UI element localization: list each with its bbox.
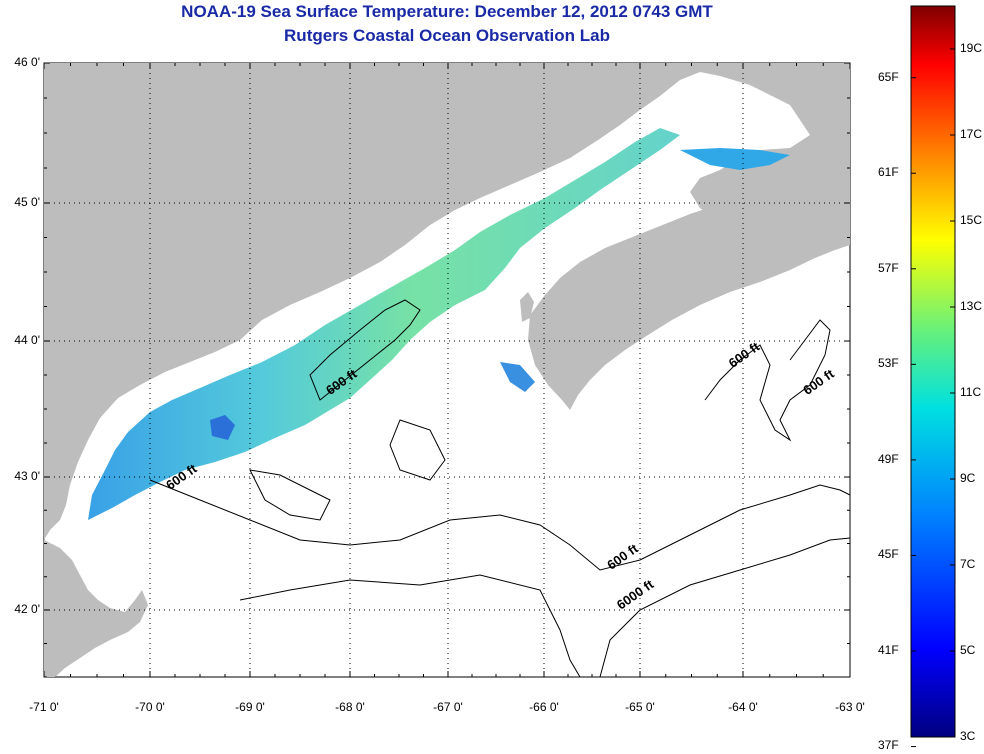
lon-label: -71 0' — [29, 700, 59, 714]
land-massachusetts — [44, 540, 148, 677]
colorbar-f-label: 49F — [878, 451, 899, 466]
chart-title: NOAA-19 Sea Surface Temperature: Decembe… — [181, 2, 713, 21]
lat-label: 44 0' — [14, 333, 40, 347]
lon-label: -64 0' — [728, 700, 758, 714]
lon-label: -67 0' — [433, 700, 463, 714]
lon-label: -66 0' — [529, 700, 559, 714]
colorbar-f-label: 61F — [878, 165, 899, 180]
sst-bay-of-fundy — [680, 148, 790, 170]
lon-label: -70 0' — [135, 700, 165, 714]
sst-patch-ns — [500, 362, 535, 392]
colorbar-f-label: 37F — [878, 738, 899, 752]
colorbar-f-label: 45F — [878, 547, 899, 562]
lon-label: -63 0' — [835, 700, 865, 714]
lon-label: -69 0' — [235, 700, 265, 714]
lon-label: -65 0' — [625, 700, 655, 714]
sst-patch-cool — [210, 415, 235, 440]
chart-subtitle: Rutgers Coastal Ocean Observation Lab — [284, 26, 610, 45]
colorbar-ticks — [911, 48, 955, 748]
land-mainland-north — [44, 63, 850, 540]
colorbar-f-label: 65F — [878, 69, 899, 84]
colorbar-c-label: 13C — [960, 299, 983, 313]
lon-label: -68 0' — [335, 700, 365, 714]
colorbar-f-label: 53F — [878, 356, 899, 371]
lat-label: 46 0' — [14, 55, 40, 69]
colorbar-f-label: 41F — [878, 643, 899, 657]
lat-label: 45 0' — [14, 195, 40, 209]
axis-ticks — [43, 62, 851, 678]
colorbar-f-label: 57F — [878, 260, 899, 275]
land-grand-manan — [520, 292, 534, 322]
colorbar-c-label: 9C — [960, 471, 976, 485]
colorbar-c-label: 7C — [960, 557, 976, 571]
colorbar — [910, 5, 956, 738]
colorbar-c-label: 5C — [960, 643, 976, 657]
colorbar-c-label: 17C — [960, 127, 983, 141]
colorbar-c-label: 19C — [960, 41, 983, 55]
colorbar-c-label: 11C — [960, 385, 982, 399]
sst-band — [88, 128, 680, 520]
colorbar-c-label: 3C — [960, 729, 976, 743]
colorbar-c-label: 15C — [960, 213, 983, 227]
lat-label: 43 0' — [14, 469, 40, 483]
lat-label: 42 0' — [14, 602, 40, 616]
land-nova-scotia — [528, 200, 850, 410]
